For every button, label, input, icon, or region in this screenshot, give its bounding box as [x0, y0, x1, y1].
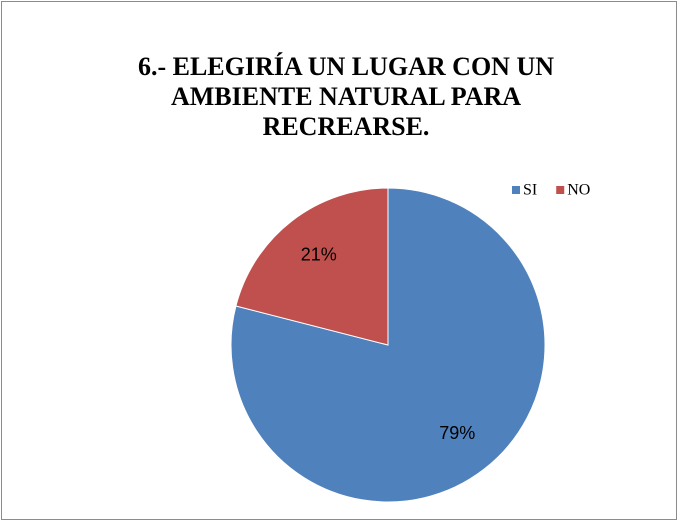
chart-title: 6.- ELEGIRÍA UN LUGAR CON UN AMBIENTE NA… — [137, 52, 555, 141]
legend-label: SI — [523, 182, 537, 199]
legend-swatch — [512, 186, 520, 194]
pie-slice — [230, 187, 546, 503]
legend-label: NO — [567, 182, 590, 199]
pie-slice — [235, 187, 389, 346]
data-label: 79% — [439, 423, 475, 443]
legend-swatch — [556, 186, 565, 194]
data-label: 21% — [301, 244, 337, 264]
